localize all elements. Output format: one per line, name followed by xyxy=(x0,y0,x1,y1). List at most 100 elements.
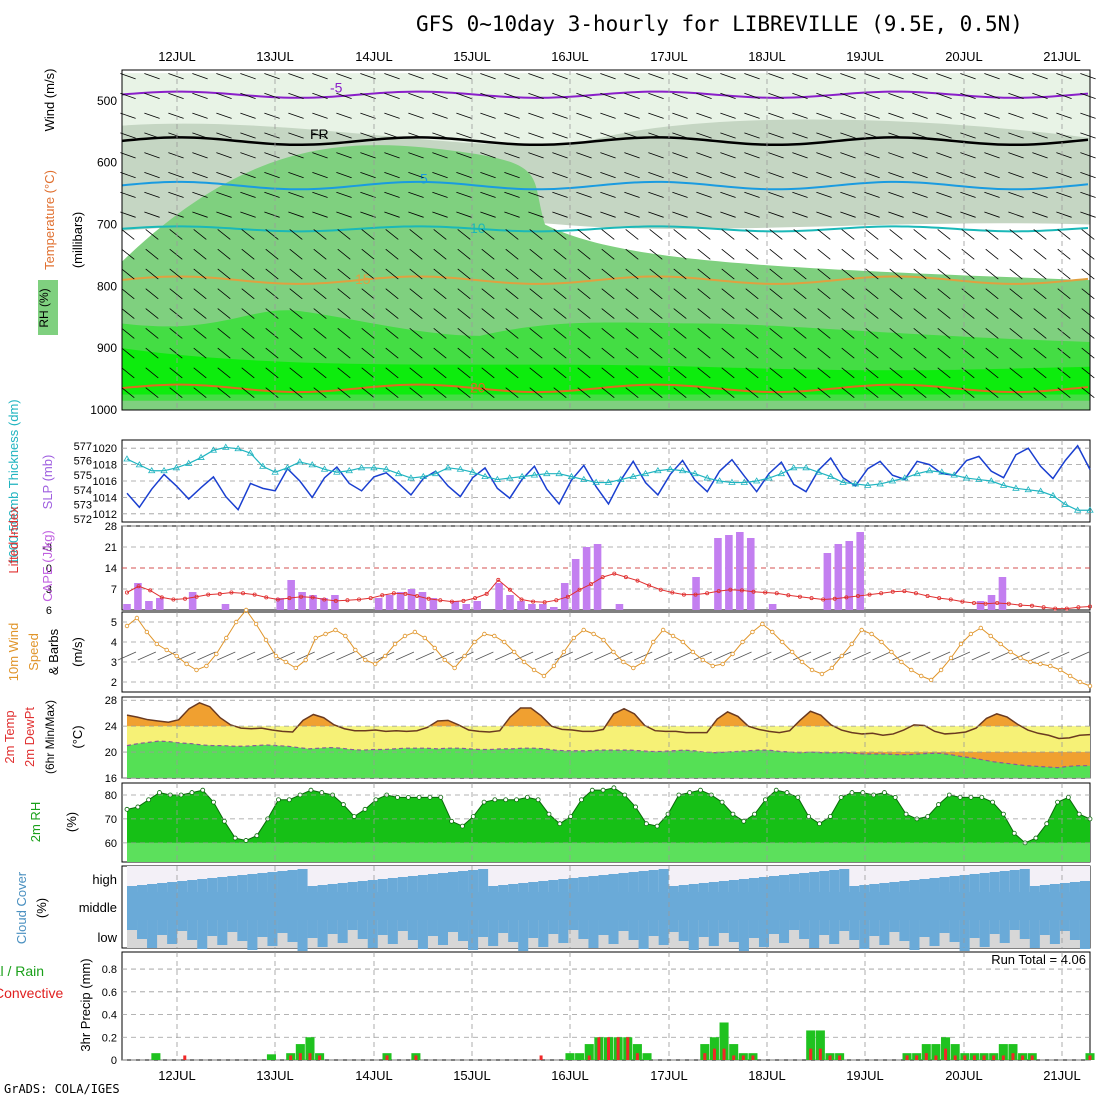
wind-barb xyxy=(265,229,279,240)
wind-barb xyxy=(264,152,280,159)
precip-total-bar xyxy=(584,1044,594,1060)
wind-barb xyxy=(984,92,1000,99)
wind-barb xyxy=(144,172,160,179)
wind-barb xyxy=(745,367,759,379)
wind-barb xyxy=(289,268,303,280)
wind-barb xyxy=(1080,172,1096,179)
wind-barb xyxy=(553,229,567,240)
wind-barb xyxy=(435,651,454,661)
wind-barb xyxy=(241,229,255,240)
wind-barb xyxy=(1009,327,1023,339)
cloud-high-bar xyxy=(688,884,699,892)
wind-barb xyxy=(385,387,399,399)
wind-barb xyxy=(1056,211,1072,218)
wind-barb xyxy=(696,132,712,139)
wind-barb xyxy=(192,92,208,99)
wind-barb xyxy=(793,367,807,379)
wind-speed-point xyxy=(412,629,418,635)
cape-bar xyxy=(298,592,306,610)
pressure-tick-label: 600 xyxy=(97,156,117,170)
li-point xyxy=(855,594,860,599)
cloud-high-bar xyxy=(678,885,689,892)
wind-tick-label: 4 xyxy=(111,637,117,649)
wind-barb xyxy=(672,152,688,159)
wind-speed-point xyxy=(303,657,308,663)
cloud-low-bar xyxy=(508,920,519,942)
isotherm-label: 20 xyxy=(470,379,486,395)
thickness-point xyxy=(234,445,242,452)
wind-barb xyxy=(793,288,807,300)
wind-speed-point xyxy=(492,633,497,639)
wind-speed-point xyxy=(124,623,130,629)
wind-barb xyxy=(1009,248,1023,260)
li-point xyxy=(507,587,512,592)
wind-barb xyxy=(552,132,568,139)
rh2m-point xyxy=(135,804,141,810)
rh2m-point xyxy=(232,835,238,841)
wind-barb xyxy=(456,191,472,198)
cloud-high-bar xyxy=(297,869,308,892)
precip-convective-bar xyxy=(722,1048,726,1060)
wind-barb xyxy=(408,132,424,139)
wind-barb xyxy=(817,268,831,280)
wind-barb xyxy=(1057,347,1071,359)
wind-barb xyxy=(971,651,990,661)
wind-barb xyxy=(480,92,496,99)
wind-barb xyxy=(456,112,472,119)
cloud-high-bar xyxy=(337,883,348,892)
wind-barb xyxy=(168,132,184,139)
dewpoint-series xyxy=(126,740,1090,769)
rh2m-point xyxy=(589,787,595,793)
thickness-point xyxy=(419,472,428,480)
wind-barb xyxy=(313,327,327,339)
thickness-point xyxy=(357,464,366,471)
cloud-high-bar xyxy=(558,879,569,892)
wind-barb xyxy=(649,308,663,319)
thickness-point xyxy=(407,474,415,481)
wind-barb xyxy=(289,367,303,379)
cloud-low-bar xyxy=(307,920,318,938)
wind-barb xyxy=(769,229,783,240)
isotherm-15 xyxy=(121,275,1089,285)
li-point xyxy=(890,589,895,594)
wind-barb xyxy=(145,288,159,300)
wind-barb xyxy=(217,288,231,300)
wind-barb xyxy=(697,347,711,359)
thickness-point xyxy=(604,478,613,485)
wind-barb xyxy=(385,229,399,240)
slp-tick-label: 1018 xyxy=(93,460,117,472)
rh2m-point xyxy=(427,794,433,800)
wind-barb xyxy=(505,347,519,359)
li-point xyxy=(252,592,257,597)
wind-barb xyxy=(984,112,1000,119)
wind-barb xyxy=(240,172,256,179)
li-point xyxy=(333,598,338,603)
wind-barb xyxy=(361,229,375,240)
li-point xyxy=(786,593,791,598)
wind-barb xyxy=(816,92,832,99)
wind-barb xyxy=(745,268,759,280)
slp-axis-label: SLP (mb) xyxy=(40,455,55,510)
wind-barb xyxy=(313,387,327,399)
wind-barb xyxy=(360,92,376,99)
wind-barb xyxy=(889,288,903,300)
wind-barb xyxy=(457,248,471,260)
li-point xyxy=(937,596,942,601)
precip-convective-bar xyxy=(1001,1055,1005,1060)
li-point xyxy=(171,597,176,602)
wind-barb xyxy=(577,327,591,339)
li-point xyxy=(913,591,918,596)
rh2m-point xyxy=(643,821,649,827)
wind-barb xyxy=(769,308,783,319)
wind-barb xyxy=(288,112,304,119)
wind-barb xyxy=(792,152,808,159)
wind-barb xyxy=(145,229,159,240)
wind-speed-point xyxy=(432,645,437,651)
cloud-high-bar xyxy=(728,880,739,892)
cloud-high-bar xyxy=(658,869,669,892)
wind-barb xyxy=(288,172,304,179)
wind-barb xyxy=(793,347,807,359)
cloud-high-bar xyxy=(738,879,749,892)
wind-speed-point xyxy=(958,641,964,647)
wind-barb xyxy=(433,367,447,379)
